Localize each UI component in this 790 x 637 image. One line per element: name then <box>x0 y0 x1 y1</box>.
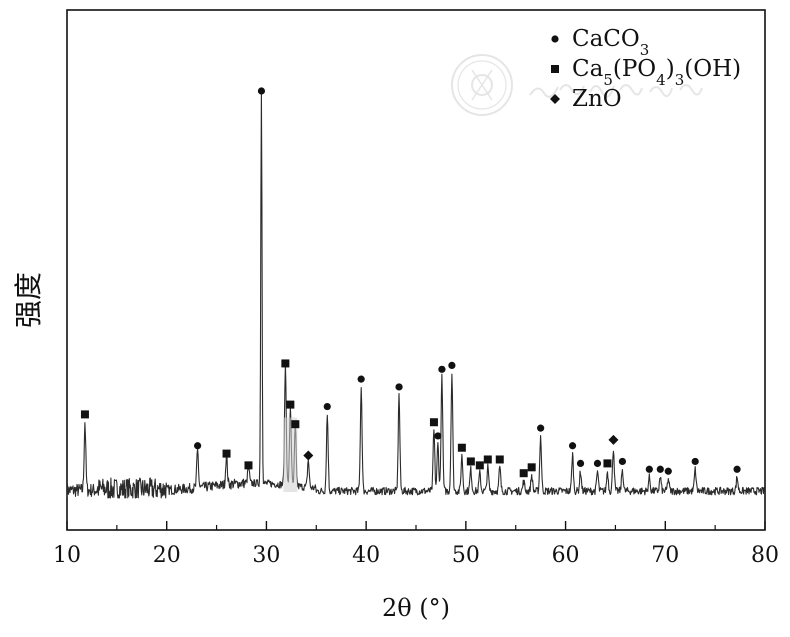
legend-label: ZnO <box>572 86 622 112</box>
circle-marker <box>438 365 446 373</box>
legend-label: Ca5(PO4)3(OH) <box>572 56 741 89</box>
spectrum-layer <box>66 90 766 499</box>
legend-subscript: 3 <box>675 71 685 89</box>
square-marker <box>244 461 253 470</box>
x-tick-label: 40 <box>352 543 380 568</box>
square-marker <box>527 463 536 472</box>
square-marker <box>483 455 492 464</box>
circle-marker <box>323 402 331 411</box>
legend-text-part: (PO <box>613 56 656 82</box>
spectrum-trace <box>66 90 766 499</box>
diamond-marker <box>303 450 314 461</box>
x-tick-label: 20 <box>153 543 181 568</box>
legend-diamond-marker <box>550 94 560 104</box>
peak-shading <box>283 417 298 492</box>
square-marker <box>457 443 466 452</box>
circle-marker <box>664 467 672 475</box>
legend-label: CaCO3 <box>572 26 649 59</box>
x-tick-label: 60 <box>552 543 580 568</box>
circle-marker <box>576 459 585 467</box>
square-marker <box>495 455 504 464</box>
x-tick-label: 80 <box>751 543 779 568</box>
circle-marker <box>537 424 545 432</box>
circle-marker <box>691 457 699 466</box>
circle-marker <box>618 457 627 466</box>
legend-subscript: 4 <box>656 71 666 89</box>
square-marker <box>603 459 612 468</box>
circle-marker <box>395 383 403 391</box>
legend-text-part: ZnO <box>572 86 622 112</box>
legend-circle-marker <box>551 35 559 43</box>
circle-marker <box>593 459 602 467</box>
circle-marker <box>656 465 664 473</box>
legend-text-part: Ca <box>572 56 604 82</box>
y-axis-label: 强度 <box>12 272 45 328</box>
x-axis-ticks: 10 20 30 40 50 60 70 80 <box>53 521 779 568</box>
diamond-marker <box>608 434 619 445</box>
legend-subscript: 3 <box>640 41 650 59</box>
square-marker <box>222 449 231 458</box>
x-axis-label: 2θ (°) <box>382 594 450 622</box>
square-marker <box>475 461 484 470</box>
circle-marker <box>645 465 653 473</box>
legend-text-part: (OH) <box>684 56 741 82</box>
square-marker <box>291 420 300 429</box>
legend-subscript: 5 <box>603 71 613 89</box>
circle-marker <box>434 432 442 440</box>
x-tick-label: 50 <box>452 543 480 568</box>
legend-square-marker <box>551 65 559 73</box>
square-marker <box>80 410 89 419</box>
x-tick-label: 10 <box>53 543 81 568</box>
circle-marker <box>733 465 741 473</box>
square-marker <box>281 359 290 368</box>
watermark-seal <box>451 54 703 116</box>
x-tick-label: 30 <box>252 543 280 568</box>
legend-text-part: CaCO <box>572 26 640 52</box>
circle-marker <box>357 375 365 383</box>
square-marker <box>429 418 438 427</box>
square-marker <box>519 469 528 478</box>
circle-marker <box>257 87 266 95</box>
square-marker <box>286 400 295 409</box>
legend-text-part: ) <box>666 56 675 82</box>
square-marker <box>466 457 475 466</box>
circle-marker <box>448 361 456 369</box>
peak-markers <box>80 87 741 478</box>
circle-marker <box>194 442 202 450</box>
x-tick-label: 70 <box>651 543 679 568</box>
circle-marker <box>568 442 577 450</box>
